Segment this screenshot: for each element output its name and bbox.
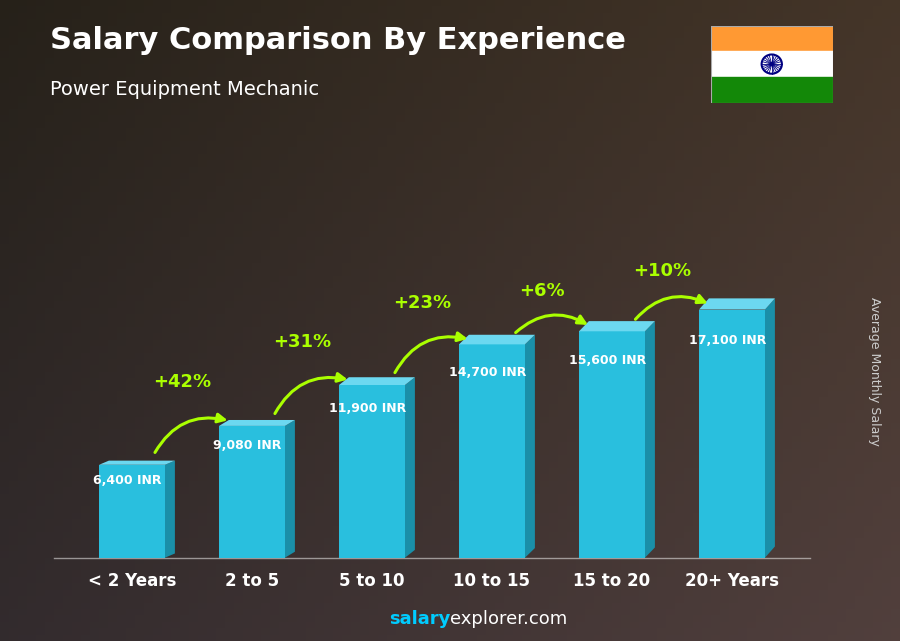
Text: 15,600 INR: 15,600 INR — [569, 354, 646, 367]
Text: Salary Comparison By Experience: Salary Comparison By Experience — [50, 26, 625, 54]
Text: +6%: +6% — [519, 282, 565, 300]
Text: explorer.com: explorer.com — [450, 610, 567, 628]
Polygon shape — [459, 335, 535, 344]
Polygon shape — [525, 335, 535, 558]
Polygon shape — [579, 321, 655, 331]
Text: Power Equipment Mechanic: Power Equipment Mechanic — [50, 80, 319, 99]
Text: 9,080 INR: 9,080 INR — [213, 439, 282, 452]
Text: +42%: +42% — [153, 373, 211, 391]
Polygon shape — [99, 461, 175, 465]
Polygon shape — [765, 298, 775, 558]
Text: +31%: +31% — [274, 333, 331, 351]
Circle shape — [770, 63, 773, 65]
Polygon shape — [285, 420, 295, 558]
Text: 6,400 INR: 6,400 INR — [93, 474, 161, 487]
Text: 11,900 INR: 11,900 INR — [328, 403, 406, 415]
Polygon shape — [645, 321, 655, 558]
Bar — [711, 77, 832, 103]
Bar — [699, 310, 765, 558]
Bar — [219, 426, 285, 558]
Text: salary: salary — [389, 610, 450, 628]
Text: Average Monthly Salary: Average Monthly Salary — [868, 297, 881, 446]
Text: +23%: +23% — [393, 294, 452, 312]
Polygon shape — [339, 377, 415, 385]
Bar — [339, 385, 405, 558]
Text: +10%: +10% — [634, 262, 691, 279]
Bar — [711, 26, 832, 51]
Bar — [459, 344, 525, 558]
Bar — [99, 465, 165, 558]
Text: 14,700 INR: 14,700 INR — [448, 366, 526, 379]
Text: 17,100 INR: 17,100 INR — [688, 335, 766, 347]
Bar — [579, 331, 645, 558]
Bar — [711, 51, 832, 77]
Polygon shape — [405, 377, 415, 558]
Polygon shape — [165, 461, 175, 558]
Polygon shape — [219, 420, 295, 426]
Polygon shape — [699, 298, 775, 310]
